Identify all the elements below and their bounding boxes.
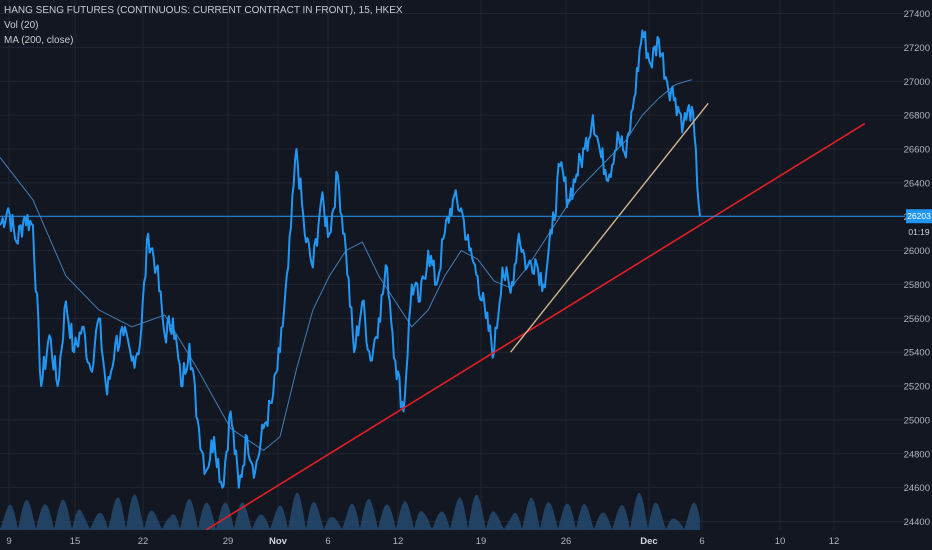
y-tick-label: 25800 <box>904 280 930 291</box>
x-tick-label: Dec <box>640 536 657 547</box>
y-tick-label: 27400 <box>904 9 930 20</box>
trendline-short-term[interactable] <box>510 102 709 353</box>
time-axis-bg <box>0 530 932 550</box>
trendlines[interactable] <box>205 102 866 531</box>
legend-symbol[interactable]: HANG SENG FUTURES (CONTINUOUS: CURRENT C… <box>4 5 403 16</box>
y-tick-label: 26800 <box>904 111 930 122</box>
price-badge-bg <box>906 209 932 224</box>
y-tick-label: 24800 <box>904 449 930 460</box>
ma-series-path <box>0 79 692 452</box>
trendline-support[interactable] <box>205 122 866 531</box>
y-tick-label: 27000 <box>904 77 930 88</box>
volume-histogram <box>0 492 700 530</box>
price-axis-bg <box>905 0 932 550</box>
y-tick-label: 26400 <box>904 178 930 189</box>
y-tick-label: 26600 <box>904 145 930 156</box>
x-tick-label: 22 <box>138 536 149 547</box>
price-line <box>0 29 701 489</box>
price-badge-value: 26203 <box>907 211 931 221</box>
moving-average-line <box>0 79 692 452</box>
volume-area <box>0 492 700 530</box>
x-tick-label: 12 <box>829 536 840 547</box>
time-axis[interactable]: 9 15 22 29 Nov 6 12 19 26 Dec 6 10 12 <box>0 530 932 550</box>
legend-volume[interactable]: Vol (20) <box>4 20 39 31</box>
legend-ma[interactable]: MA (200, close) <box>4 35 74 46</box>
x-tick-label: 19 <box>476 536 487 547</box>
x-tick-label: 6 <box>699 536 704 547</box>
y-tick-label: 25200 <box>904 382 930 393</box>
price-badge-countdown: 01:19 <box>908 227 930 237</box>
chart-legend: HANG SENG FUTURES (CONTINUOUS: CURRENT C… <box>4 3 403 48</box>
y-tick-label: 25400 <box>904 348 930 359</box>
x-tick-label: 26 <box>561 536 572 547</box>
price-series-path <box>0 29 701 489</box>
price-axis[interactable]: 24400 24600 24800 25000 25200 25400 25600 25800… <box>904 0 932 550</box>
x-tick-label: 12 <box>393 536 404 547</box>
y-tick-label: 24600 <box>904 483 930 494</box>
x-tick-label: 15 <box>70 536 81 547</box>
x-tick-label: 9 <box>6 536 11 547</box>
y-tick-label: 25000 <box>904 415 930 426</box>
x-tick-label: Nov <box>269 536 288 547</box>
x-tick-label: 6 <box>325 536 330 547</box>
y-tick-label: 25600 <box>904 314 930 325</box>
x-tick-label: 29 <box>223 536 234 547</box>
x-tick-label: 10 <box>775 536 786 547</box>
y-tick-label: 26000 <box>904 246 930 257</box>
y-tick-label: 27200 <box>904 43 930 54</box>
y-tick-label: 24400 <box>904 517 930 528</box>
grid <box>0 0 905 530</box>
price-badge: 26203 01:19 <box>906 209 932 237</box>
